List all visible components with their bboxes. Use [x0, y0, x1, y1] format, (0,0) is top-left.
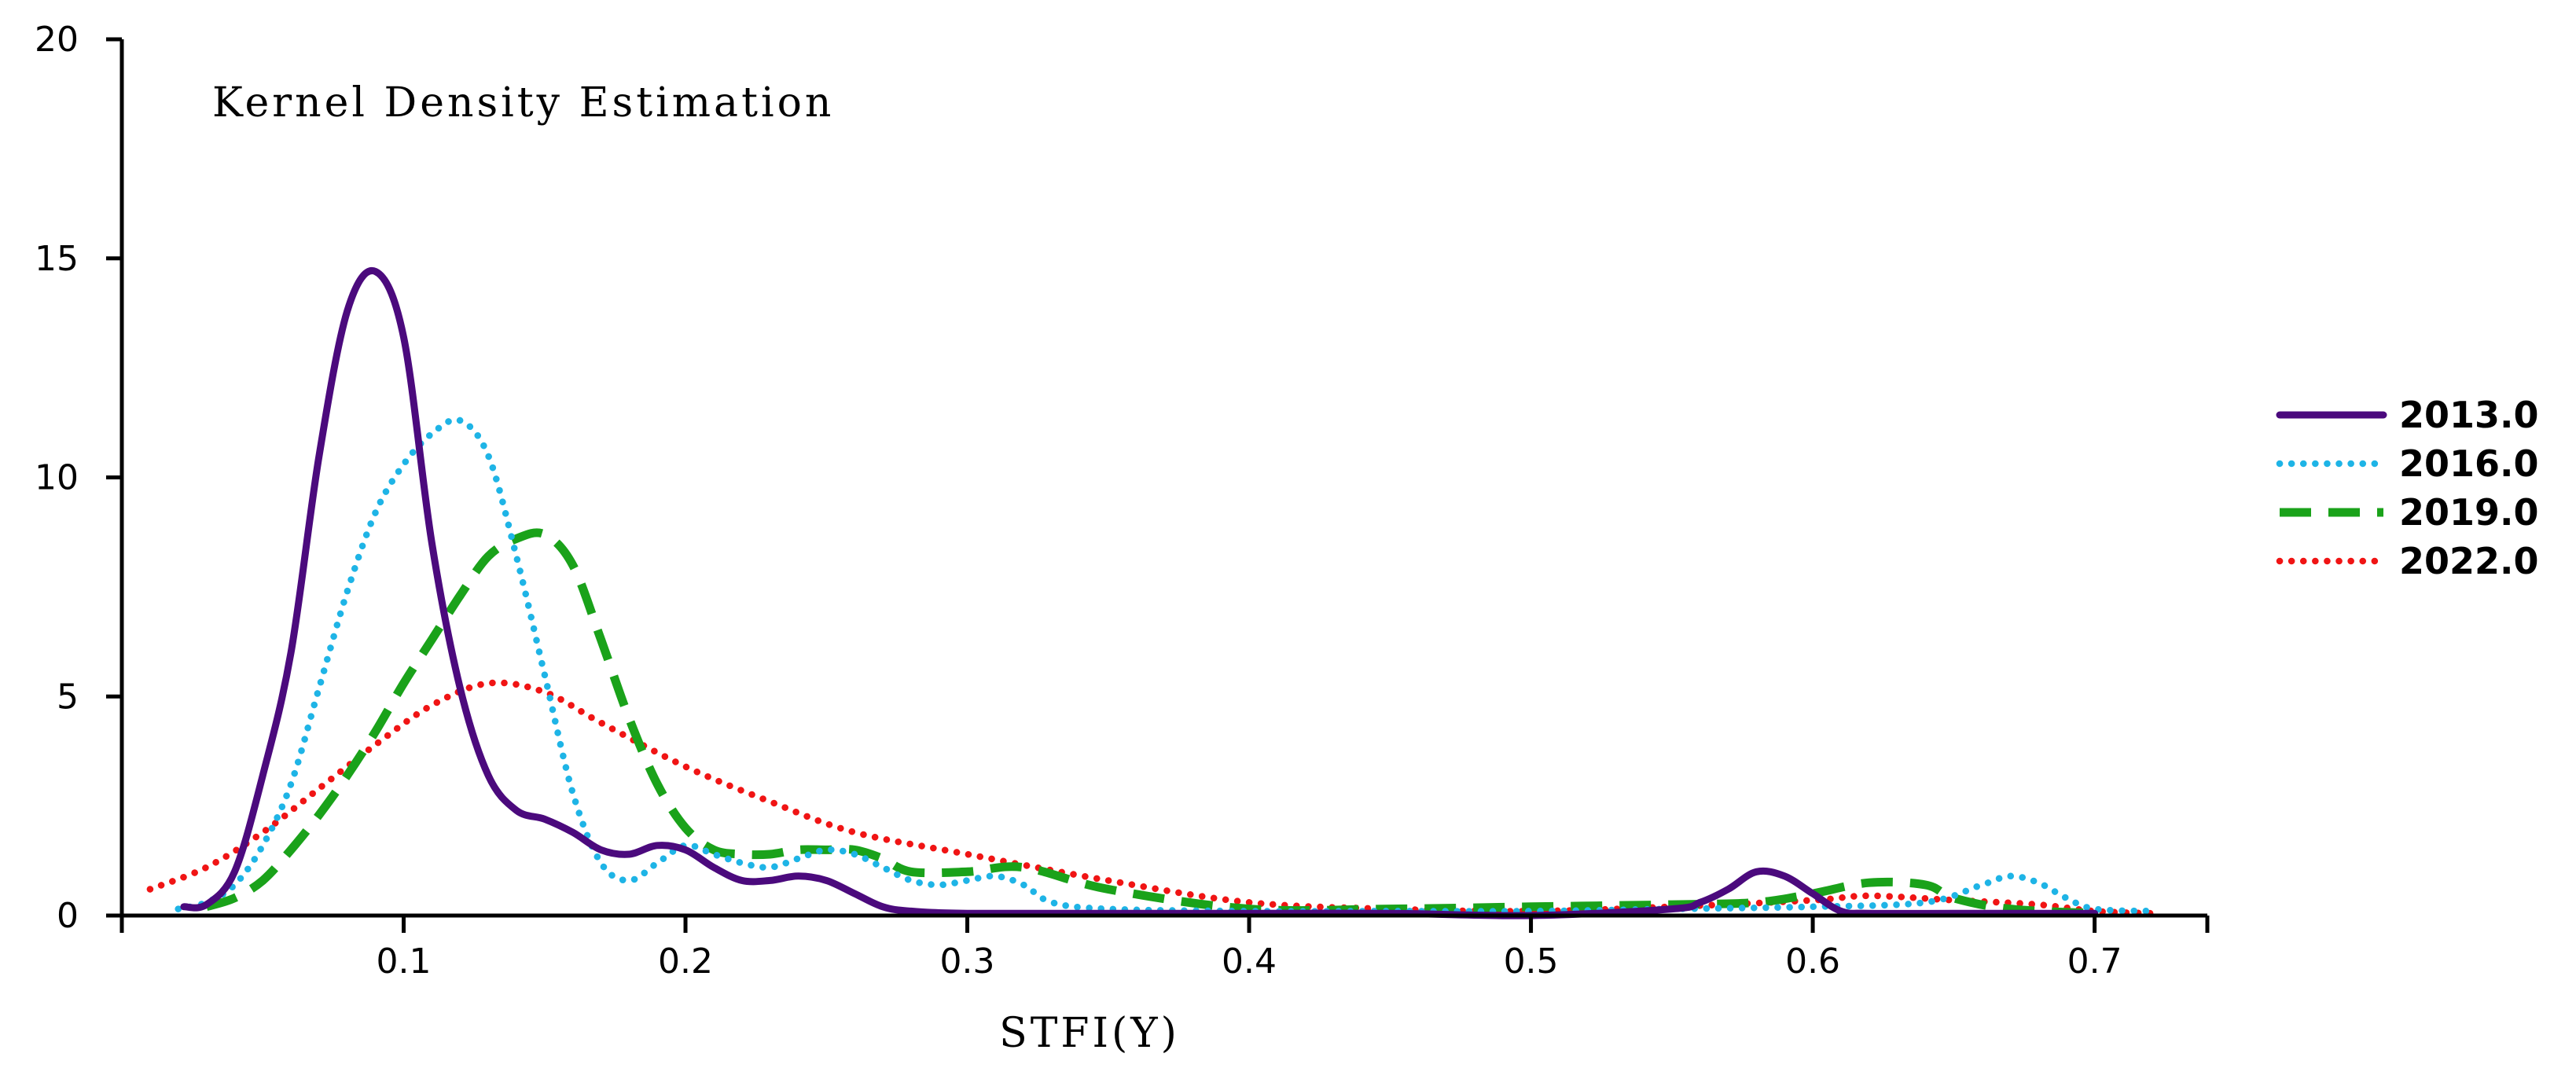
x-tick-label: 0.1: [377, 941, 432, 982]
plot-area: [146, 267, 2155, 919]
chart-title: Kernel Density Estimation: [212, 79, 834, 127]
x-tick-label: 0.2: [658, 941, 713, 982]
axes: [119, 39, 2207, 918]
series-line-2016-0: [175, 416, 2155, 915]
x-tick-label: 0.3: [940, 941, 995, 982]
x-tick-label: 0.6: [1785, 941, 1840, 982]
legend-label: 2016.0: [2399, 442, 2539, 485]
legend-label: 2022.0: [2399, 540, 2539, 582]
y-tick-label: 0: [57, 896, 79, 936]
legend-label: 2019.0: [2399, 491, 2539, 534]
y-tick-label: 15: [35, 239, 79, 279]
series-line-2022-0: [146, 679, 2155, 917]
x-tick-label: 0.7: [2067, 941, 2122, 982]
x-ticks: 0.1 0.2 0.3 0.4 0.5 0.6 0.7: [119, 916, 2210, 982]
x-tick-label: 0.4: [1222, 941, 1277, 982]
x-tick-label: 0.5: [1504, 941, 1559, 982]
x-axis-label: STFI(Y): [999, 1010, 1180, 1057]
y-tick-label: 20: [35, 20, 79, 60]
y-ticks: 0 5 10 15 20: [35, 20, 122, 936]
y-tick-label: 5: [57, 677, 79, 717]
legend-label: 2013.0: [2399, 394, 2539, 436]
series-line-2013-0: [180, 267, 2099, 919]
legend: 2013.0 2016.0 2019.0 2022.0: [2276, 394, 2539, 582]
series-line-2019-0: [204, 528, 2095, 918]
y-tick-label: 10: [35, 458, 79, 498]
